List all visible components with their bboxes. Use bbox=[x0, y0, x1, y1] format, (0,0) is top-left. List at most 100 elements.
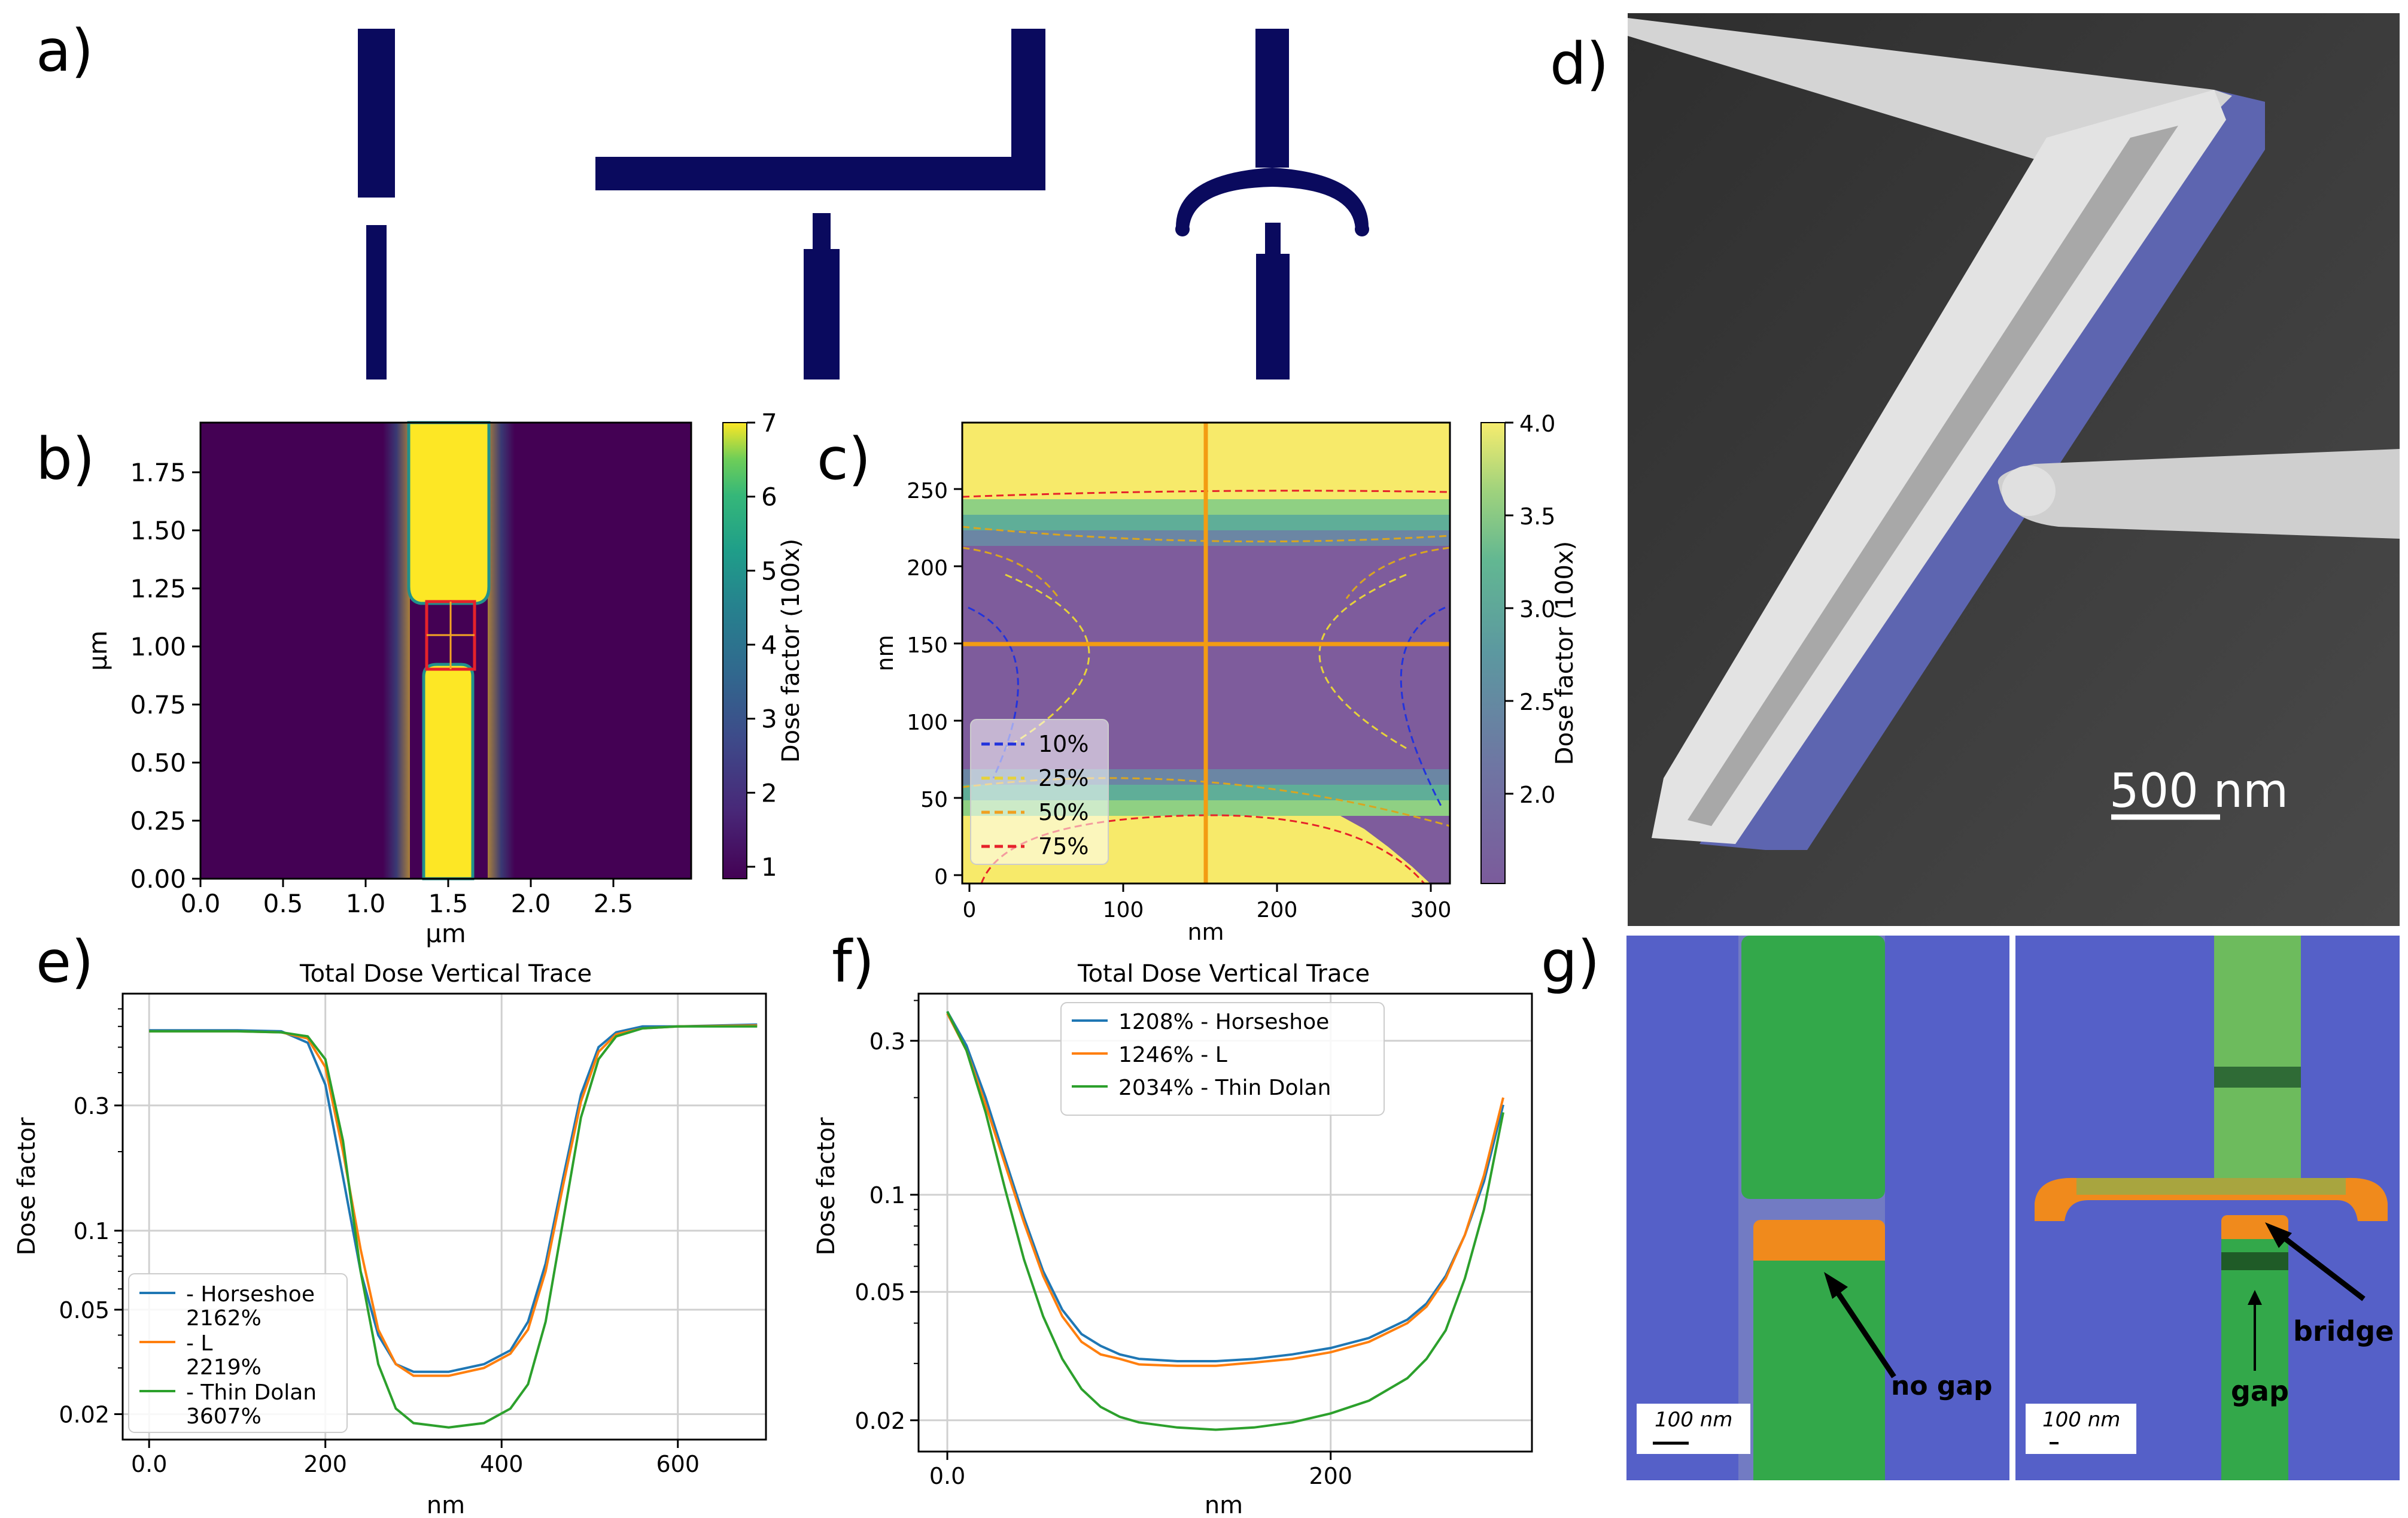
legend-label-thin_dolan: 3607% bbox=[186, 1404, 262, 1429]
sem-g-right-stem-band bbox=[2214, 1067, 2301, 1088]
chart-e-ylabel: Dose factor bbox=[13, 1117, 41, 1255]
heatmap-b-y-tick-label: 0.00 bbox=[130, 864, 186, 894]
heatmap-c-y-tick-label: 200 bbox=[907, 556, 948, 581]
heatmap-b-x-tick-label: 2.5 bbox=[594, 889, 634, 918]
colorbar-c-tick-label: 2.5 bbox=[1519, 689, 1555, 715]
y-tick-label: 0.05 bbox=[855, 1279, 905, 1306]
colorbar-b-label: Dose factor (100x) bbox=[777, 539, 805, 763]
colorbar-b-tick-label: 5 bbox=[761, 556, 777, 585]
heatmap-b-x-tick-label: 2.0 bbox=[511, 889, 551, 918]
l-shape-horizontal bbox=[595, 157, 1045, 190]
panel-g-right: gap bridge 100 nm bbox=[2015, 936, 2400, 1480]
heatmap-b-y-ticks: 0.00 0.25 0.50 0.75 1.00 1.25 1.50 1.75 bbox=[130, 458, 200, 894]
y-tick-label: 0.3 bbox=[869, 1028, 905, 1055]
series-horseshoe bbox=[149, 1023, 758, 1373]
sem-g-left-arrow bbox=[1828, 1279, 1896, 1379]
x-tick-label: 600 bbox=[656, 1451, 700, 1477]
heatmap-c-y-tick-label: 150 bbox=[907, 633, 948, 658]
chart-e-title: Total Dose Vertical Trace bbox=[299, 960, 592, 988]
series-l_shape bbox=[946, 1012, 1504, 1367]
sem-g-right-gap-arrowhead bbox=[2248, 1290, 2262, 1305]
legend-c-label-75: 75% bbox=[1038, 833, 1089, 860]
legend-label-l_shape: - L bbox=[186, 1331, 213, 1356]
legend-label-l_shape: 2219% bbox=[186, 1355, 262, 1380]
y-tick-label: 0.05 bbox=[59, 1297, 110, 1323]
legend-c-label-25: 25% bbox=[1038, 765, 1089, 791]
contour-c-50-tr bbox=[1345, 547, 1451, 599]
heatmap-b-y-tick-label: 0.25 bbox=[130, 806, 186, 836]
horseshoe-stem bbox=[1255, 29, 1289, 168]
heatmap-b-y-tick-label: 1.50 bbox=[130, 516, 186, 545]
colorbar-c-tick-label: 3.5 bbox=[1519, 503, 1555, 530]
legend-label-thin_dolan: 2034% - Thin Dolan bbox=[1118, 1076, 1331, 1100]
legend-c-label-50: 50% bbox=[1038, 799, 1089, 825]
heatmap-b-x-tick-label: 1.5 bbox=[428, 889, 469, 918]
heatmap-c-x-tick-label: 100 bbox=[1103, 898, 1144, 922]
horseshoe-bottom-tip bbox=[1265, 223, 1281, 256]
thin-dolan-bottom-bar bbox=[366, 225, 387, 380]
heatmap-c-xlabel: nm bbox=[1187, 919, 1224, 945]
chart-f-xlabel: nm bbox=[1205, 1492, 1243, 1518]
sem-d-scalebar-label: 500 nm bbox=[2109, 764, 2288, 818]
colorbar-b bbox=[722, 422, 747, 879]
y-tick-label: 0.1 bbox=[869, 1182, 905, 1209]
heatmap-b-y-tick-label: 1.25 bbox=[130, 574, 186, 603]
y-tick-label: 0.02 bbox=[855, 1408, 905, 1434]
horseshoe-bottom-bar bbox=[1256, 254, 1290, 380]
heatmap-c-y-tick-label: 0 bbox=[934, 865, 948, 889]
legend-label-horseshoe: 2162% bbox=[186, 1306, 262, 1331]
sem-d-lead-tip bbox=[2002, 466, 2056, 516]
sem-g-right-bridge-label: bridge bbox=[2293, 1315, 2394, 1347]
heatmap-b-plume-right bbox=[488, 423, 515, 879]
x-tick-label: 200 bbox=[1309, 1463, 1352, 1489]
colorbar-b-ticks: 1 2 3 4 5 6 7 bbox=[747, 408, 777, 882]
sem-g-left-label: no gap bbox=[1891, 1371, 1993, 1401]
heatmap-c-y-tick-label: 50 bbox=[920, 788, 948, 812]
heatmap-b-x-tick-label: 0.0 bbox=[181, 889, 221, 918]
heatmap-c-frame bbox=[961, 421, 1451, 885]
heatmap-c-x-tick-label: 300 bbox=[1410, 898, 1452, 922]
panel-d-sem: 500 nm bbox=[1628, 13, 2400, 926]
heatmap-b-y-tick-label: 1.00 bbox=[130, 632, 186, 661]
colorbar-b-tick-label: 2 bbox=[761, 778, 777, 807]
sem-d-groove bbox=[1688, 126, 2178, 826]
legend-c: 10% 25% 50% 75% bbox=[970, 719, 1109, 865]
sem-g-left-scale-box bbox=[1637, 1404, 1750, 1454]
panel-label-a: a) bbox=[36, 17, 93, 84]
contour-c-25-right bbox=[1318, 573, 1407, 749]
sem-g-right-bridge-top bbox=[2076, 1178, 2346, 1195]
panel-a-shapes bbox=[358, 29, 1369, 380]
sem-g-left-top-block bbox=[1741, 936, 1885, 1199]
legend-label-horseshoe: 1208% - Horseshoe bbox=[1118, 1010, 1329, 1034]
chart-e-xlabel: nm bbox=[427, 1492, 465, 1518]
sem-g-right-gap-shadow bbox=[2221, 1252, 2288, 1270]
legend-box bbox=[1060, 1002, 1385, 1116]
panel-label-d: d) bbox=[1550, 31, 1609, 98]
sem-g-right-bridge-arrowhead bbox=[2265, 1222, 2292, 1248]
panel-label-c: c) bbox=[817, 426, 871, 493]
x-tick-label: 0.0 bbox=[131, 1451, 167, 1477]
contour-c-10-left bbox=[968, 606, 1019, 779]
colorbar-b-tick-label: 1 bbox=[761, 852, 777, 882]
series-thin_dolan bbox=[946, 1010, 1504, 1431]
horseshoe-right-end bbox=[1355, 222, 1369, 236]
sem-g-left-scale-label: 100 nm bbox=[1655, 1408, 1732, 1432]
plot-frame bbox=[121, 992, 767, 1441]
heatmap-b-y-tick-label: 0.50 bbox=[130, 748, 186, 778]
sem-g-left-orange-cap bbox=[1753, 1220, 1885, 1269]
series-horseshoe bbox=[946, 1010, 1504, 1362]
sem-d-lead-arm bbox=[1997, 449, 2400, 539]
colorbar-b-tick-label: 7 bbox=[761, 408, 777, 438]
legend-c-label-10: 10% bbox=[1038, 731, 1089, 757]
heatmap-c-y-tick-label: 250 bbox=[907, 479, 948, 503]
heatmap-b-upper-strip bbox=[407, 421, 491, 605]
panel-b: 0.0 0.5 1.0 1.5 2.0 2.5 0.00 0.25 0.50 0.75 1.00 1… bbox=[83, 408, 805, 948]
legend-label-l_shape: 1246% - L bbox=[1118, 1043, 1227, 1067]
y-tick-label: 0.1 bbox=[74, 1218, 110, 1244]
colorbar-b-tick-label: 4 bbox=[761, 630, 777, 660]
heatmap-b-x-tick-label: 1.0 bbox=[346, 889, 386, 918]
l-shape-vertical bbox=[1011, 29, 1045, 190]
sem-g-right-scale-box bbox=[2026, 1404, 2136, 1454]
heatmap-b-y-tick-label: 0.75 bbox=[130, 690, 186, 719]
